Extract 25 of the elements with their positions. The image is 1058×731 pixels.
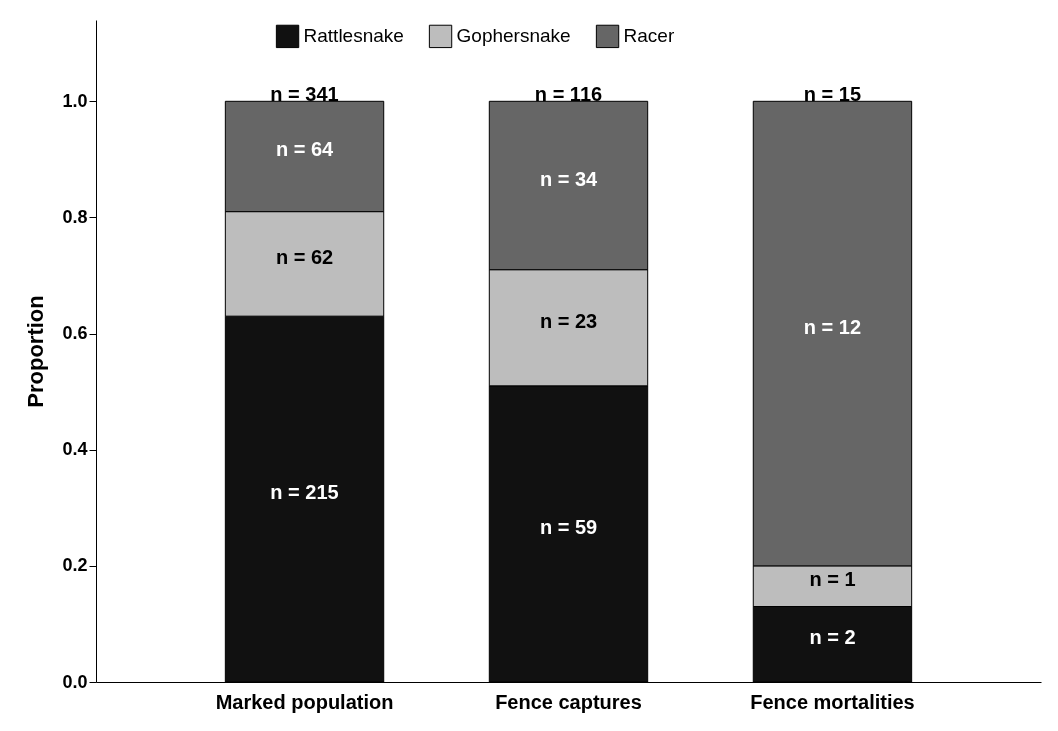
annotation: n = 116 — [534, 83, 603, 106]
annotation: n = 64 — [275, 138, 335, 161]
legend-label: Rattlesnake — [303, 25, 404, 47]
y-tick-label: 0.2 — [62, 555, 88, 576]
y-tick-label: 0.6 — [62, 323, 88, 344]
annotation: n = 12 — [803, 315, 862, 338]
y-tick-label: 0.4 — [62, 439, 88, 460]
annotation: n = 34 — [539, 167, 598, 190]
legend-label: Gophersnake — [456, 25, 571, 47]
annotation: n = 23 — [539, 309, 598, 332]
x-tick-label: Fence captures — [495, 690, 642, 713]
y-tick-label: 0.0 — [62, 671, 88, 692]
y-tick-label: 1.0 — [62, 90, 88, 111]
y-tick-label: 0.8 — [62, 206, 88, 227]
annotation: n = 215 — [270, 481, 339, 504]
annotation: n = 59 — [539, 515, 598, 538]
annotation: n = 341 — [270, 83, 339, 106]
x-tick-label: Fence mortalities — [750, 690, 915, 713]
annotation: n = 2 — [809, 626, 856, 649]
annotation: n = 62 — [275, 245, 334, 268]
y-axis-title: Proportion — [23, 295, 49, 408]
x-tick-label: Marked population — [215, 690, 394, 713]
annotation: n = 15 — [803, 83, 862, 106]
annotation: n = 1 — [809, 568, 856, 591]
legend-label: Racer — [623, 25, 675, 47]
